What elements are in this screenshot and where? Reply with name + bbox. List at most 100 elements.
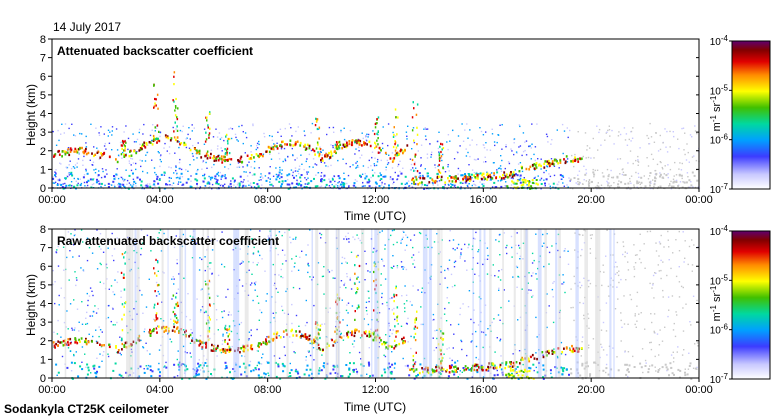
haze-cell [459, 313, 461, 316]
haze-cell [493, 174, 495, 177]
haze-cell [652, 179, 654, 181]
haze-cell [473, 183, 475, 185]
cloud-cell [572, 349, 574, 353]
boundary-layer-cell [468, 174, 471, 177]
haze-cell [249, 284, 252, 286]
haze-cell [640, 261, 642, 264]
haze-cell [654, 272, 656, 274]
haze-cell [256, 350, 258, 352]
cloud-cell [499, 365, 501, 369]
haze-cell [89, 239, 91, 241]
haze-cell [63, 269, 65, 271]
haze-cell [94, 172, 97, 174]
haze-cell [668, 309, 670, 311]
haze-cell [347, 174, 350, 177]
haze-cell [362, 165, 365, 167]
boundary-layer-cell [87, 369, 90, 372]
haze-cell [673, 322, 675, 325]
haze-cell [292, 154, 294, 156]
tower-cell [227, 159, 229, 162]
tower-cell [123, 153, 125, 156]
noise-streak [184, 229, 187, 378]
colorbar: 10-410-510-610-7m-1 sr-1 [709, 34, 771, 196]
tower-cell [120, 271, 123, 274]
haze-cell [585, 168, 587, 171]
haze-cell [426, 157, 429, 159]
haze-cell [457, 167, 460, 170]
boundary-layer-cell [86, 373, 89, 376]
haze-cell [622, 168, 624, 170]
haze-cell [560, 341, 563, 344]
boundary-layer-cell [436, 172, 439, 175]
haze-cell [199, 311, 202, 313]
haze-cell [352, 164, 354, 166]
haze-cell [75, 284, 77, 287]
haze-cell [191, 130, 193, 132]
x-axis: 00:00 04:00 08:00 12:00 16:00 20:00 00:00 [38, 378, 713, 396]
noise-streak [325, 229, 327, 378]
haze-cell [116, 237, 118, 239]
tower-cell [153, 138, 155, 141]
haze-cell [175, 235, 177, 237]
boundary-layer-cell [157, 368, 160, 371]
cloud-cell [559, 161, 562, 164]
haze-cell [577, 131, 579, 133]
haze-cell [157, 151, 159, 153]
haze-cell [453, 261, 456, 264]
cloud-cell [463, 369, 466, 372]
haze-cell [250, 186, 253, 188]
haze-cell [55, 144, 58, 146]
haze-cell [691, 239, 693, 241]
boundary-layer-cell [496, 171, 499, 174]
tower-cell [413, 362, 416, 365]
cloud-cell [507, 365, 510, 368]
colorbar-gradient [731, 230, 771, 380]
haze-cell [566, 184, 568, 186]
haze-cell [111, 232, 113, 235]
haze-cell [460, 340, 463, 343]
cloud-cell [164, 134, 167, 137]
tower-cell [318, 137, 320, 140]
boundary-layer-cell [607, 184, 609, 187]
tower-cell [208, 303, 211, 306]
cloud-cell [178, 331, 180, 334]
haze-cell [359, 157, 361, 159]
haze-cell [76, 166, 78, 168]
boundary-layer-cell [238, 182, 241, 185]
haze-cell [151, 139, 153, 142]
haze-cell [528, 289, 530, 291]
haze-cell [644, 359, 647, 362]
haze-cell [385, 334, 387, 336]
colorbar-tick-label: 10-6 [710, 323, 729, 337]
tower-cell [395, 285, 397, 288]
boundary-layer-cell [423, 184, 426, 186]
haze-cell [479, 127, 481, 129]
haze-cell [566, 127, 568, 129]
haze-cell [285, 260, 287, 262]
haze-cell [637, 155, 639, 158]
haze-cell [196, 170, 198, 172]
haze-cell [297, 126, 299, 128]
haze-cell [627, 186, 630, 189]
haze-cell [175, 166, 177, 168]
boundary-layer-cell [562, 370, 565, 373]
haze-cell [281, 169, 283, 171]
cloud-cell [363, 141, 365, 144]
haze-cell [284, 354, 286, 357]
haze-cell [248, 261, 250, 263]
haze-cell [677, 138, 679, 140]
haze-cell [120, 296, 122, 298]
haze-cell [634, 262, 637, 264]
haze-cell [211, 183, 214, 186]
haze-cell [230, 330, 233, 333]
boundary-layer-cell [675, 181, 678, 183]
cloud-cell [463, 176, 466, 179]
cloud-cell [486, 368, 489, 371]
cloud-cell [544, 160, 547, 163]
haze-cell [621, 173, 624, 176]
haze-cell [107, 355, 110, 358]
haze-cell [179, 129, 182, 132]
boundary-layer-cell [77, 375, 80, 378]
haze-cell [260, 173, 262, 175]
haze-cell [384, 355, 387, 358]
